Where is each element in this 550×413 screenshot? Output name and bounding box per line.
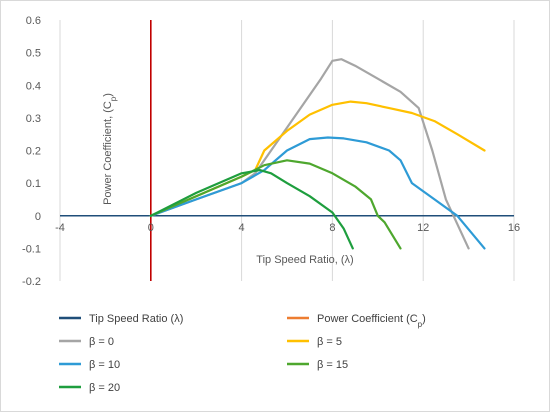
x-tick-label: 0 — [148, 222, 154, 234]
series-line-4 — [149, 169, 354, 250]
y-tick-label: 0.3 — [26, 113, 41, 125]
tick-labels: -4 0 4 8 12 16 -0.2 -0.1 0 0.1 0.2 0.3 0.4 0.5 0.6 — [22, 15, 520, 288]
legend-label-3: β = 5 — [317, 336, 342, 348]
legend-label-5: β = 15 — [317, 359, 348, 371]
series-line-3 — [149, 159, 402, 250]
y-tick-label: 0.6 — [26, 15, 41, 27]
y-tick-label: 0.1 — [26, 178, 41, 190]
legend-label-1: Power Coefficient (Cp) — [317, 313, 426, 329]
legend-label-6: β = 20 — [89, 382, 120, 394]
series-lines — [149, 58, 486, 250]
legend-label-4: β = 10 — [89, 359, 120, 371]
legend-label-2: β = 0 — [89, 336, 114, 348]
y-tick-label: 0 — [35, 211, 41, 223]
zero-axes — [60, 20, 514, 281]
x-axis-title: Tip Speed Ratio, (λ) — [256, 254, 353, 266]
y-tick-label: -0.2 — [22, 276, 41, 288]
y-tick-label: 0.2 — [26, 146, 41, 158]
x-tick-label: -4 — [55, 222, 65, 234]
x-tick-label: 16 — [508, 222, 520, 234]
legend-label-0: Tip Speed Ratio (λ) — [89, 313, 183, 325]
x-tick-label: 12 — [417, 222, 429, 234]
y-tick-label: 0.5 — [26, 48, 41, 60]
x-tick-label: 4 — [239, 222, 245, 234]
x-tick-label: 8 — [329, 222, 335, 234]
series-line-0 — [149, 58, 470, 250]
legend: Tip Speed Ratio (λ) Power Coefficient (Cp… — [59, 313, 426, 394]
y-axis-title: Power Coefficient, (Cp) — [102, 93, 118, 205]
series-line-2 — [149, 136, 486, 250]
y-tick-label: -0.1 — [22, 243, 41, 255]
y-tick-label: 0.4 — [26, 80, 41, 92]
